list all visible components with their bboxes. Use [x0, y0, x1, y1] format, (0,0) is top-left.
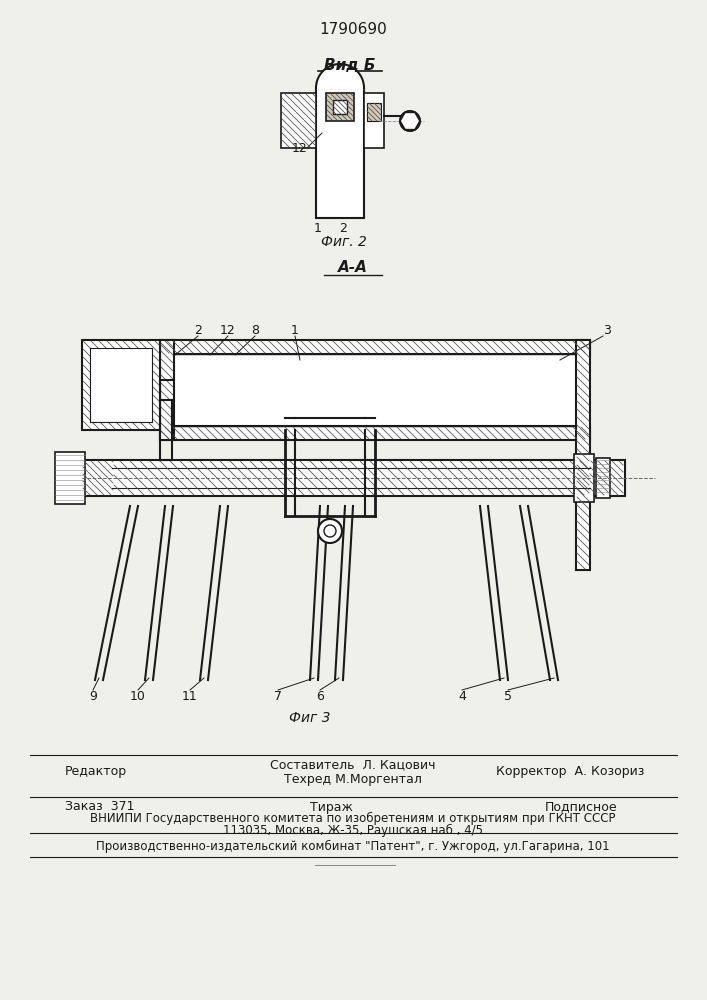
Bar	[174, 354, 576, 426]
Bar	[574, 454, 594, 502]
Circle shape	[324, 525, 336, 537]
Text: ВНИИПИ Государственного комитета по изобретениям и открытиям при ГКНТ СССР: ВНИИПИ Государственного комитета по изоб…	[90, 811, 616, 825]
Text: 1790690: 1790690	[319, 22, 387, 37]
Text: Фиг 3: Фиг 3	[289, 711, 331, 725]
Text: 2: 2	[339, 222, 347, 234]
Text: Фиг. 2: Фиг. 2	[321, 235, 367, 249]
Bar	[326, 93, 354, 121]
Circle shape	[400, 111, 420, 131]
Text: Техред М.Моргентал: Техред М.Моргентал	[284, 772, 422, 786]
Bar	[55, 452, 85, 504]
Bar	[83, 461, 113, 495]
Text: А-А: А-А	[338, 260, 368, 275]
Text: Составитель  Л. Кацович: Составитель Л. Кацович	[270, 758, 436, 772]
Bar	[90, 348, 152, 422]
Bar	[576, 340, 590, 570]
Text: 6: 6	[316, 690, 324, 702]
Bar	[364, 93, 384, 148]
Text: 12: 12	[292, 141, 308, 154]
Bar	[114, 461, 589, 495]
Bar	[367, 103, 381, 121]
Bar	[160, 340, 174, 440]
Bar	[281, 93, 316, 148]
Text: 9: 9	[89, 690, 97, 702]
Text: 1: 1	[314, 222, 322, 234]
Text: 3: 3	[603, 324, 611, 336]
Text: 11: 11	[182, 690, 198, 702]
Text: 1: 1	[291, 324, 299, 336]
Bar	[327, 94, 353, 120]
Bar	[333, 100, 347, 114]
Text: 10: 10	[130, 690, 146, 702]
Bar	[367, 103, 381, 121]
Text: 113035, Москва, Ж-35, Раушская наб., 4/5: 113035, Москва, Ж-35, Раушская наб., 4/5	[223, 823, 483, 837]
Bar	[160, 340, 590, 354]
Text: Подписное: Подписное	[545, 800, 618, 814]
Text: Производственно-издательский комбинат "Патент", г. Ужгород, ул.Гагарина, 101: Производственно-издательский комбинат "П…	[96, 839, 610, 853]
Bar	[161, 341, 173, 439]
Bar	[577, 341, 589, 569]
Bar	[161, 427, 589, 439]
Bar	[82, 340, 160, 430]
Bar	[590, 461, 623, 495]
Text: Вид Б: Вид Б	[325, 57, 375, 73]
Bar	[596, 458, 610, 498]
Bar	[82, 460, 625, 496]
Text: Тираж: Тираж	[310, 800, 353, 814]
Text: 4: 4	[458, 690, 466, 702]
Text: 12: 12	[220, 324, 236, 336]
Text: Редактор: Редактор	[65, 766, 127, 778]
Text: 7: 7	[274, 690, 282, 702]
Bar	[282, 94, 315, 147]
Bar	[161, 341, 589, 353]
Bar	[160, 426, 590, 440]
Circle shape	[400, 111, 420, 131]
Bar	[316, 88, 364, 218]
Bar	[83, 341, 159, 429]
Text: 8: 8	[251, 324, 259, 336]
Text: 5: 5	[504, 690, 512, 702]
Text: Заказ  371: Заказ 371	[65, 800, 134, 814]
Circle shape	[318, 519, 342, 543]
Text: Корректор  А. Козориз: Корректор А. Козориз	[496, 766, 644, 778]
Text: 2: 2	[194, 324, 202, 336]
